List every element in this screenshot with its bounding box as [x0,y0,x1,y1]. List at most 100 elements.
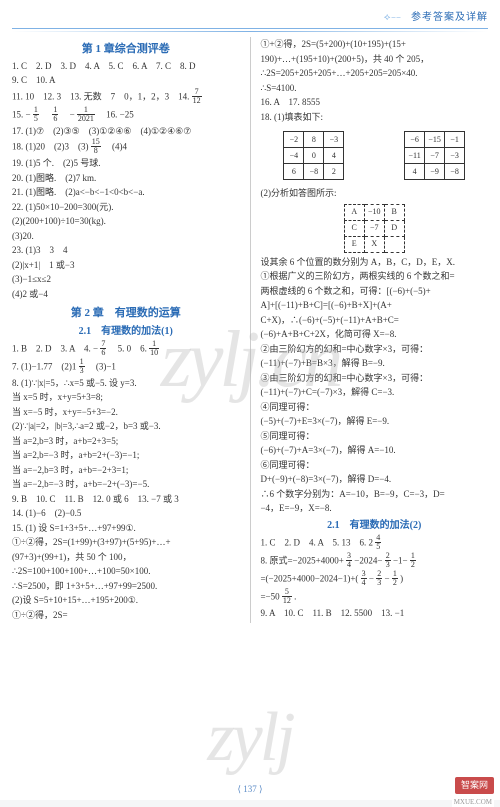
cell: −1 [445,132,465,148]
text-line: ⑤同理可得： [260,430,488,444]
chapter2-title: 第 2 章 有理数的运算 [12,305,240,322]
text-span: (3)−1 [87,361,116,371]
text-span: 16. −25 [97,109,134,119]
text-line: ∴2S=100+100+100+…+100=50×100. [12,565,240,579]
text-line: (3)20. [12,230,240,244]
cell: −11 [405,148,425,164]
cell: E [344,236,364,252]
text-line: 15. − 15 16 − 12021 16. −25 [12,107,240,124]
text-line: ①+②得，2S=(5+200)+(10+195)+(15+ [260,38,488,52]
cell [384,236,404,252]
text-line: 当 x=−5 时，x+y=−5+3=−2. [12,406,240,420]
text-span: 8. 原式=−2025+4000+ [260,555,343,565]
header-title: 参考答案及详解 [411,12,488,23]
fraction: 12 [392,570,398,587]
text-line: 19. (1)5 个. (2)5 号球. [12,157,240,171]
fraction: 34 [361,570,367,587]
text-line: =(−2025+4000−2024−1)+( 34 − 23 − 12 ) [260,571,488,588]
text-line: 17. (1)⑦ (2)③⑤ (3)①②④⑥ (4)①②④⑥⑦ [12,125,240,139]
text-span: − [61,109,75,119]
text-line: (2)分析如答图所示: [260,187,488,201]
cell: 4 [405,164,425,180]
cell: C [344,220,364,236]
cell: −3 [324,132,344,148]
text-line: (4)2 或−4 [12,288,240,302]
fraction: 45 [375,534,381,551]
text-line: ∴S=4100. [260,82,488,96]
page-number: ⟨ 137 ⟩ [237,783,262,797]
fraction: 23 [385,552,391,569]
text-span: 1. C 2. D 4. A 5. 13 6. 2 [260,537,373,547]
fraction: 712 [192,88,202,105]
page-header: ⟡⎯⎯ 参考答案及详解 [12,10,488,29]
text-line: ∴S=2500，即 1+3+5+…+97+99=2500. [12,580,240,594]
text-line: ①÷②得，2S= [12,609,240,623]
text-span: 18. (1)20 (2)3 (3) [12,142,88,152]
right-column: ①+②得，2S=(5+200)+(10+195)+(15+ 190)+…+(19… [260,37,488,623]
cell: −8 [304,164,324,180]
text-line: ∴2S=205+205+205+…+205+205=205×40. [260,67,488,81]
text-span: − [385,573,390,583]
text-line: (97+3)+(99+1)，共 50 个 100， [12,551,240,565]
text-line: 当 x=5 时，x+y=5+3=8; [12,391,240,405]
content-columns: 第 1 章综合测评卷 1. C 2. D 3. D 4. A 5. C 6. A… [12,37,488,623]
text-span: =−50 [260,591,279,601]
text-line: (2)(200+100)÷10=30(kg). [12,215,240,229]
cell: −7 [364,220,384,236]
fraction: 12021 [77,106,95,123]
text-line: 1. B 2. D 3. A 4. − 76 5. 0 6. 110 [12,341,240,358]
text-line: 9. A 10. C 11. B 12. 5500 13. −1 [260,607,488,621]
text-line: =−50 512 . [260,589,488,606]
text-line: (2)|x+1| 1 或−3 [12,259,240,273]
text-line: 当 a=2,b=−3 时，a+b=2+(−3)=−1; [12,449,240,463]
cell: 4 [324,148,344,164]
text-line: 1. C 2. D 3. D 4. A 5. C 6. A 7. C 8. D [12,60,240,74]
text-span: 1. B 2. D 3. A 4. − [12,343,98,353]
text-line: 当 a=2,b=3 时，a+b=2+3=5; [12,435,240,449]
fraction: 76 [100,340,106,357]
cell: A [344,204,364,220]
cell: −4 [284,148,304,164]
text-line: 22. (1)50×10−200=300(元). [12,201,240,215]
text-line: ∴6 个数字分别为：A=−10，B=−9，C=−3，D= [260,488,488,502]
chapter1-title: 第 1 章综合测评卷 [12,41,240,58]
section-2-1b-title: 2.1 有理数的加法(2) [260,518,488,533]
cell: −8 [445,164,465,180]
magic-square-a: −28−3 −404 6−82 [283,131,344,180]
cell: −6 [405,132,425,148]
text-line: 当 a=−2,b=−3 时，a+b=−2+(−3)=−5. [12,478,240,492]
text-line: (−6)+(−7)+A=3×(−7)，解得 A=−10. [260,444,488,458]
cell: 0 [304,148,324,164]
cell: 8 [304,132,324,148]
text-line: C+X)，∴(−6)+(−5)+(−11)+A+B+C= [260,314,488,328]
text-line: 15. (1) 设 S=1+3+5+…+97+99①. [12,522,240,536]
section-2-1-title: 2.1 有理数的加法(1) [12,324,240,339]
cell: 2 [324,164,344,180]
watermark-bottom: zylj [207,685,292,790]
text-line: (−11)+(−7)+B=B×3，解得 B=−9. [260,357,488,371]
fraction: 12 [410,552,416,569]
text-line: (−5)+(−7)+E=3×(−7)，解得 E=−9. [260,415,488,429]
text-line: 23. (1)3 3 4 [12,244,240,258]
text-line: ③由三阶幻方的幻和=中心数字×3，可得： [260,372,488,386]
text-line: ④同理可得： [260,401,488,415]
text-span: =(−2025+4000−2024−1)+( [260,573,358,583]
cell: 6 [284,164,304,180]
cell: −10 [364,204,384,220]
text-line: 21. (1)图略. (2)a<−b<−1<0<b<−a. [12,186,240,200]
cell: −3 [445,148,465,164]
text-span [41,109,50,119]
text-span: 7. (1)−1.77 (2)1 [12,361,76,371]
text-span: (4)4 [103,142,127,152]
text-span: 11. 10 12. 3 13. 无数 7 0，1，2，3 14. [12,91,192,101]
fraction: 15 [33,106,39,123]
text-line: ⑥同理可得： [260,459,488,473]
text-line: 18. (1)20 (2)3 (3) 158 (4)4 [12,139,240,156]
corner-sub: MXUE.COM [452,797,494,807]
text-line: 190)+…+(195+10)+(200+5)，共 40 个 205， [260,53,488,67]
fraction: 110 [149,340,159,357]
text-line: 20. (1)图略. (2)7 km. [12,172,240,186]
text-line: 1. C 2. D 4. A 5. 13 6. 2 45 [260,535,488,552]
text-span: . [294,591,296,601]
column-divider [250,37,251,623]
